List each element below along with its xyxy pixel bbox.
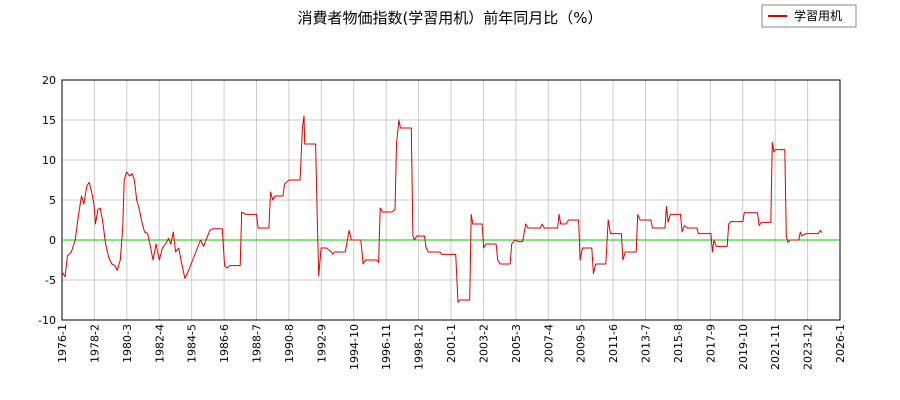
x-tick-label: 1988-7	[251, 324, 264, 363]
y-tick-label: 0	[49, 234, 56, 247]
x-tick-label: 2015-8	[672, 324, 685, 363]
x-tick-label: 2019-10	[737, 324, 750, 370]
y-tick-label: 5	[49, 194, 56, 207]
y-tick-label: 15	[42, 114, 56, 127]
x-tick-label: 2021-11	[769, 324, 782, 370]
x-tick-label: 1990-8	[283, 324, 296, 363]
x-tick-label: 1976-1	[56, 324, 69, 363]
x-tick-label: 1992-9	[315, 324, 328, 363]
x-tick-label: 1978-2	[88, 324, 101, 363]
x-tick-label: 2013-7	[640, 324, 653, 363]
y-tick-label: -10	[38, 314, 56, 327]
x-tick-label: 1982-4	[153, 324, 166, 363]
x-tick-label: 2023-12	[802, 324, 815, 370]
x-tick-label: 1996-11	[380, 324, 393, 370]
x-axis: 1976-1 1978-2 1980-3 1982-4 1984-5 1986-6 1988…	[56, 324, 847, 370]
grid-lines	[61, 79, 841, 321]
x-tick-label: 1986-6	[218, 324, 231, 363]
chart-title: 消費者物価指数(学習用机）前年同月比（%）	[297, 9, 602, 27]
x-tick-label: 2001-1	[445, 324, 458, 363]
y-tick-label: 20	[42, 74, 56, 87]
legend-box	[761, 4, 857, 28]
y-axis: -10 -5 0 5 10 15 20	[38, 74, 56, 327]
x-tick-label: 1994-10	[348, 324, 361, 370]
x-tick-label: 2017-9	[704, 324, 717, 363]
series-layer	[61, 115, 823, 303]
x-tick-label: 2003-2	[477, 324, 490, 363]
x-tick-label: 2007-4	[542, 324, 555, 363]
x-tick-label: 2026-1	[834, 324, 847, 363]
legend-label: 学習用机	[794, 8, 842, 23]
y-tick-label: -5	[45, 274, 56, 287]
legend: 学習用机	[761, 4, 857, 28]
series-line	[61, 115, 823, 303]
y-tick-label: 10	[42, 154, 56, 167]
x-tick-label: 2011-6	[607, 324, 620, 363]
x-tick-label: 1980-3	[121, 324, 134, 363]
x-tick-label: 1998-12	[413, 324, 426, 370]
x-tick-label: 2009-5	[575, 324, 588, 363]
x-tick-label: 2005-3	[510, 324, 523, 363]
x-tick-label: 1984-5	[186, 324, 199, 363]
plot-frame	[61, 79, 841, 321]
